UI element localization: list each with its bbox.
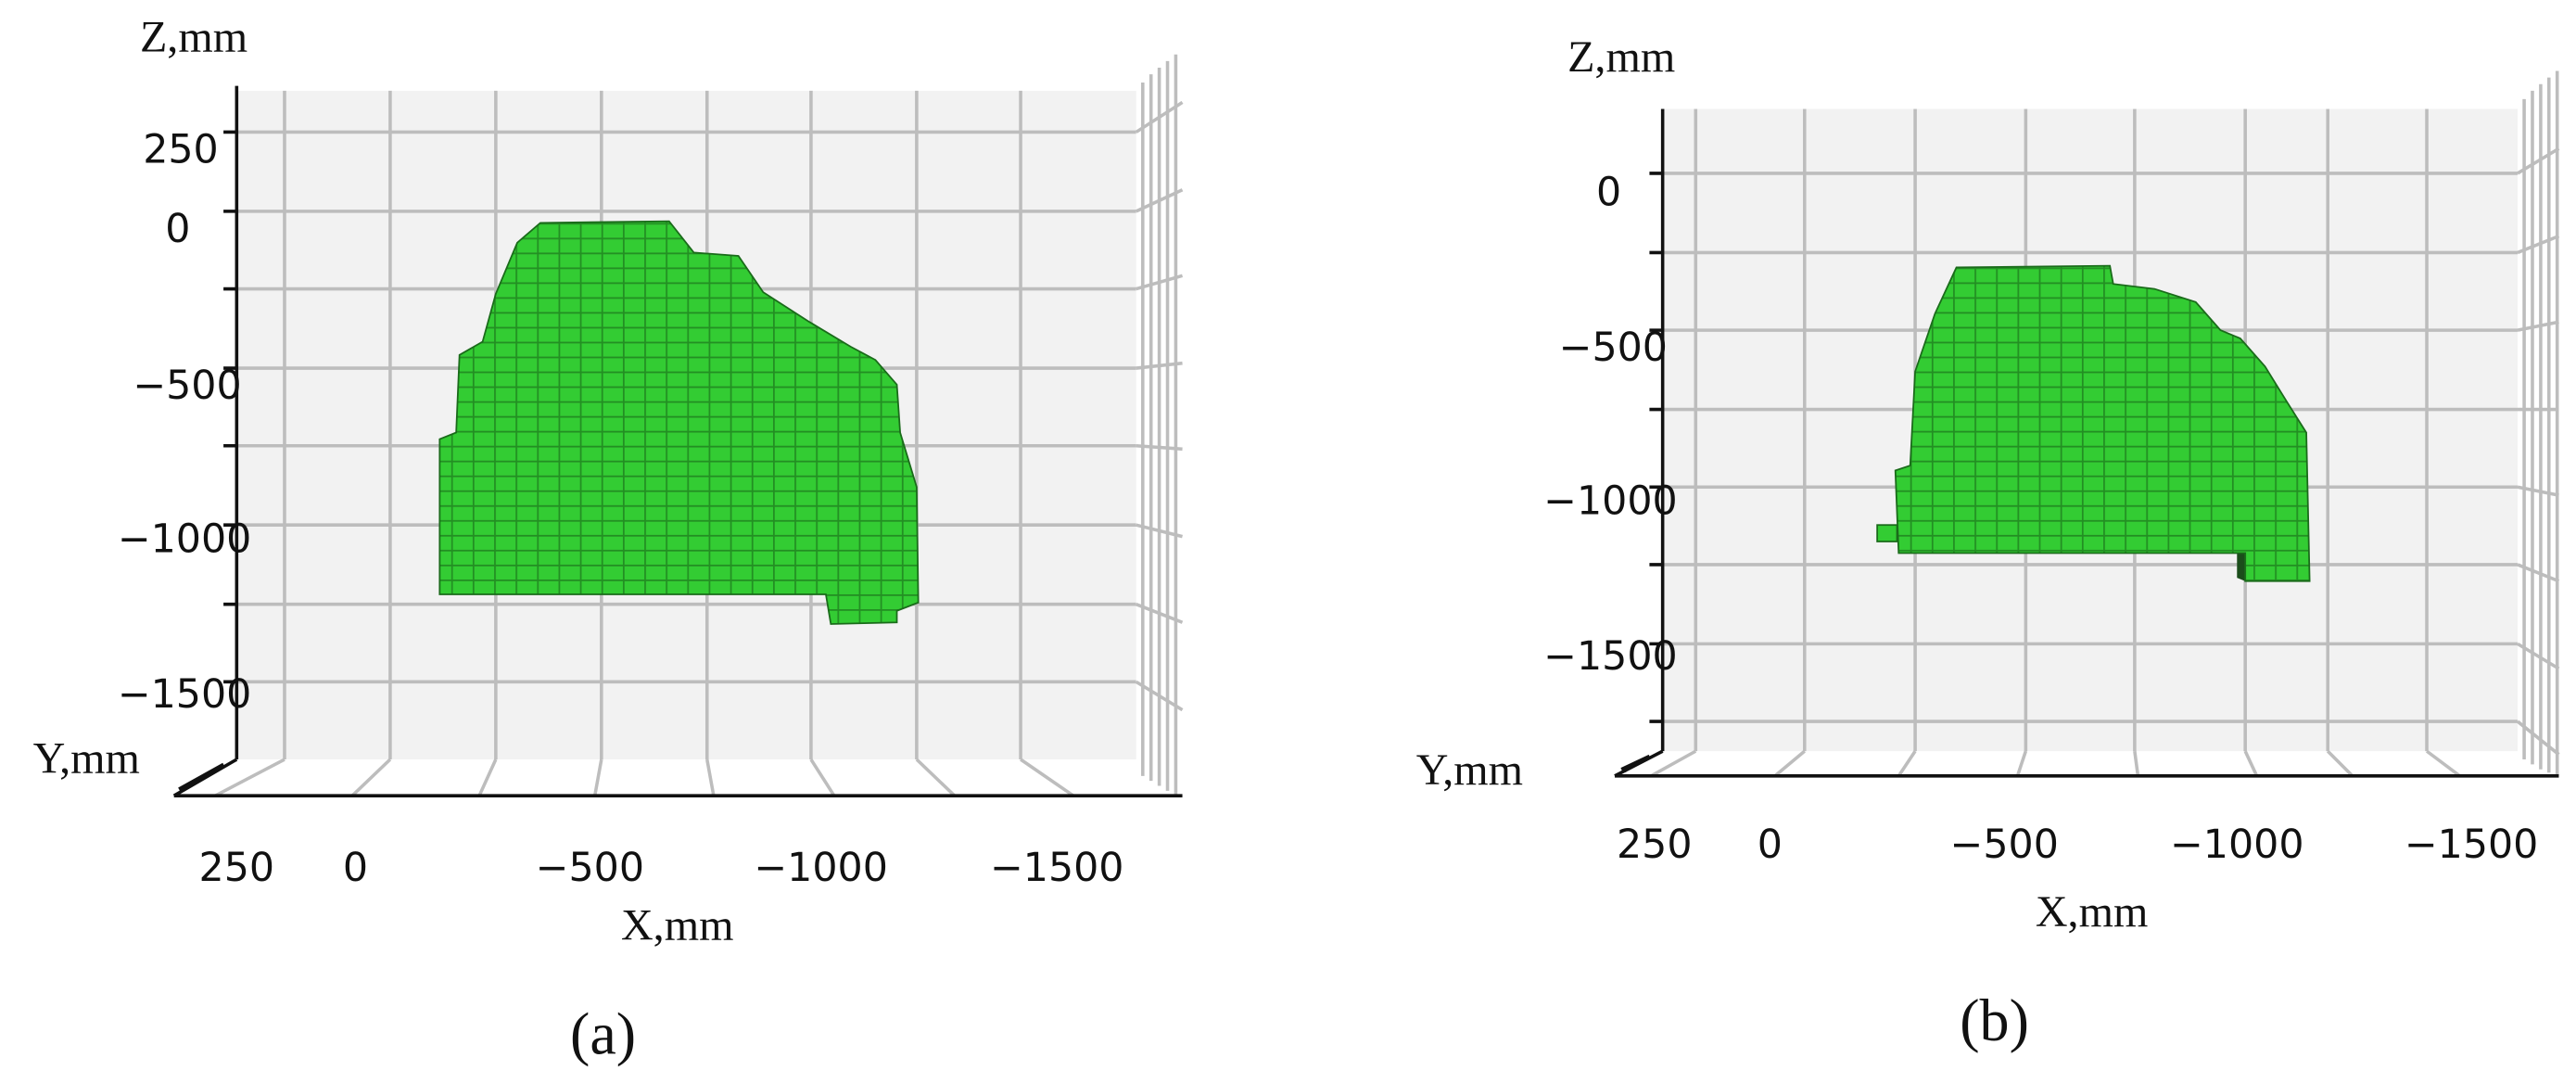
axes (172, 85, 1183, 797)
z-tick-label: 250 (143, 126, 219, 172)
z-tick-label: 0 (165, 206, 190, 252)
x-tick-label: −1000 (2170, 822, 2304, 868)
y-title: Y,mm (33, 734, 140, 784)
z-tick-label: −500 (1559, 325, 1668, 371)
z-title: Z,mm (140, 13, 247, 62)
z-tick-label: −1000 (1543, 478, 1678, 525)
x-tick-label: −1500 (2405, 822, 2539, 868)
x-title: X,mm (2036, 887, 2149, 936)
x-tick-label: 250 (199, 845, 275, 891)
voxel-model (438, 220, 920, 625)
z-tick-label: −1000 (118, 516, 252, 563)
voxel-model (1894, 264, 2311, 582)
x-tick-label: −500 (1950, 822, 2059, 868)
x-tick-label: −500 (536, 845, 644, 891)
z-title: Z,mm (1567, 32, 1675, 82)
voxel (1876, 524, 1898, 542)
panel-label: (b) (1960, 987, 2029, 1053)
voxel-shadow (2237, 553, 2246, 581)
x-title: X,mm (621, 900, 734, 949)
panel-a: Z,mm Y,mm X,mm (a) 250 0 −500 −1000 −150… (33, 13, 1184, 1066)
y-title: Y,mm (1416, 745, 1523, 795)
x-tick-label: 0 (343, 845, 368, 891)
x-tick-label: 250 (1617, 822, 1693, 868)
z-tick-label: −500 (133, 363, 241, 409)
z-tick-label: 0 (1596, 170, 1621, 216)
x-tick-label: −1500 (990, 845, 1124, 891)
x-tick-label: −1000 (754, 845, 888, 891)
z-tick-label: −1500 (118, 671, 252, 718)
panel-b: Z,mm Y,mm X,mm (b) 0 −500 −1000 −1500 25… (1416, 32, 2560, 1053)
z-tick-label: −1500 (1543, 633, 1678, 680)
x-tick-label: 0 (1758, 822, 1783, 868)
panel-label: (a) (570, 1000, 636, 1066)
